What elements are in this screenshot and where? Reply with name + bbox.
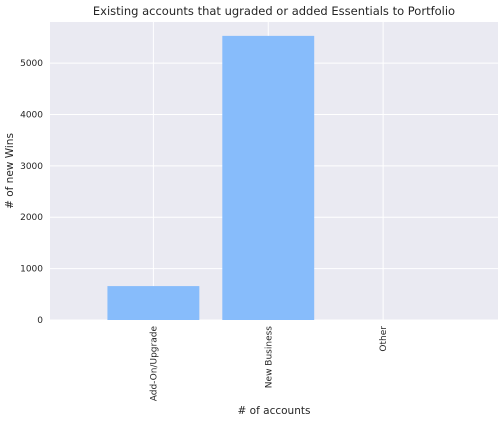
tick-labels: 0 1000 2000 3000 4000 5000 Add-On/Upgrade New B… bbox=[20, 59, 389, 401]
x-tick-label: Add-On/Upgrade bbox=[149, 326, 159, 402]
y-axis-label: # of new Wins bbox=[4, 133, 16, 209]
bars bbox=[107, 35, 315, 321]
bar-new-business bbox=[222, 35, 315, 321]
x-tick-label: New Business bbox=[264, 326, 274, 388]
x-tick-label: Other bbox=[379, 326, 389, 352]
bar-add-on-upgrade bbox=[107, 286, 200, 320]
y-tick-label: 0 bbox=[37, 316, 43, 326]
y-tick-label: 5000 bbox=[20, 59, 43, 69]
chart-title: Existing accounts that ugraded or added … bbox=[93, 4, 455, 18]
y-tick-label: 4000 bbox=[20, 110, 43, 120]
x-axis-label: # of accounts bbox=[238, 405, 311, 417]
y-tick-label: 3000 bbox=[20, 162, 43, 172]
y-tick-label: 2000 bbox=[20, 213, 43, 223]
y-tick-label: 1000 bbox=[20, 265, 43, 275]
